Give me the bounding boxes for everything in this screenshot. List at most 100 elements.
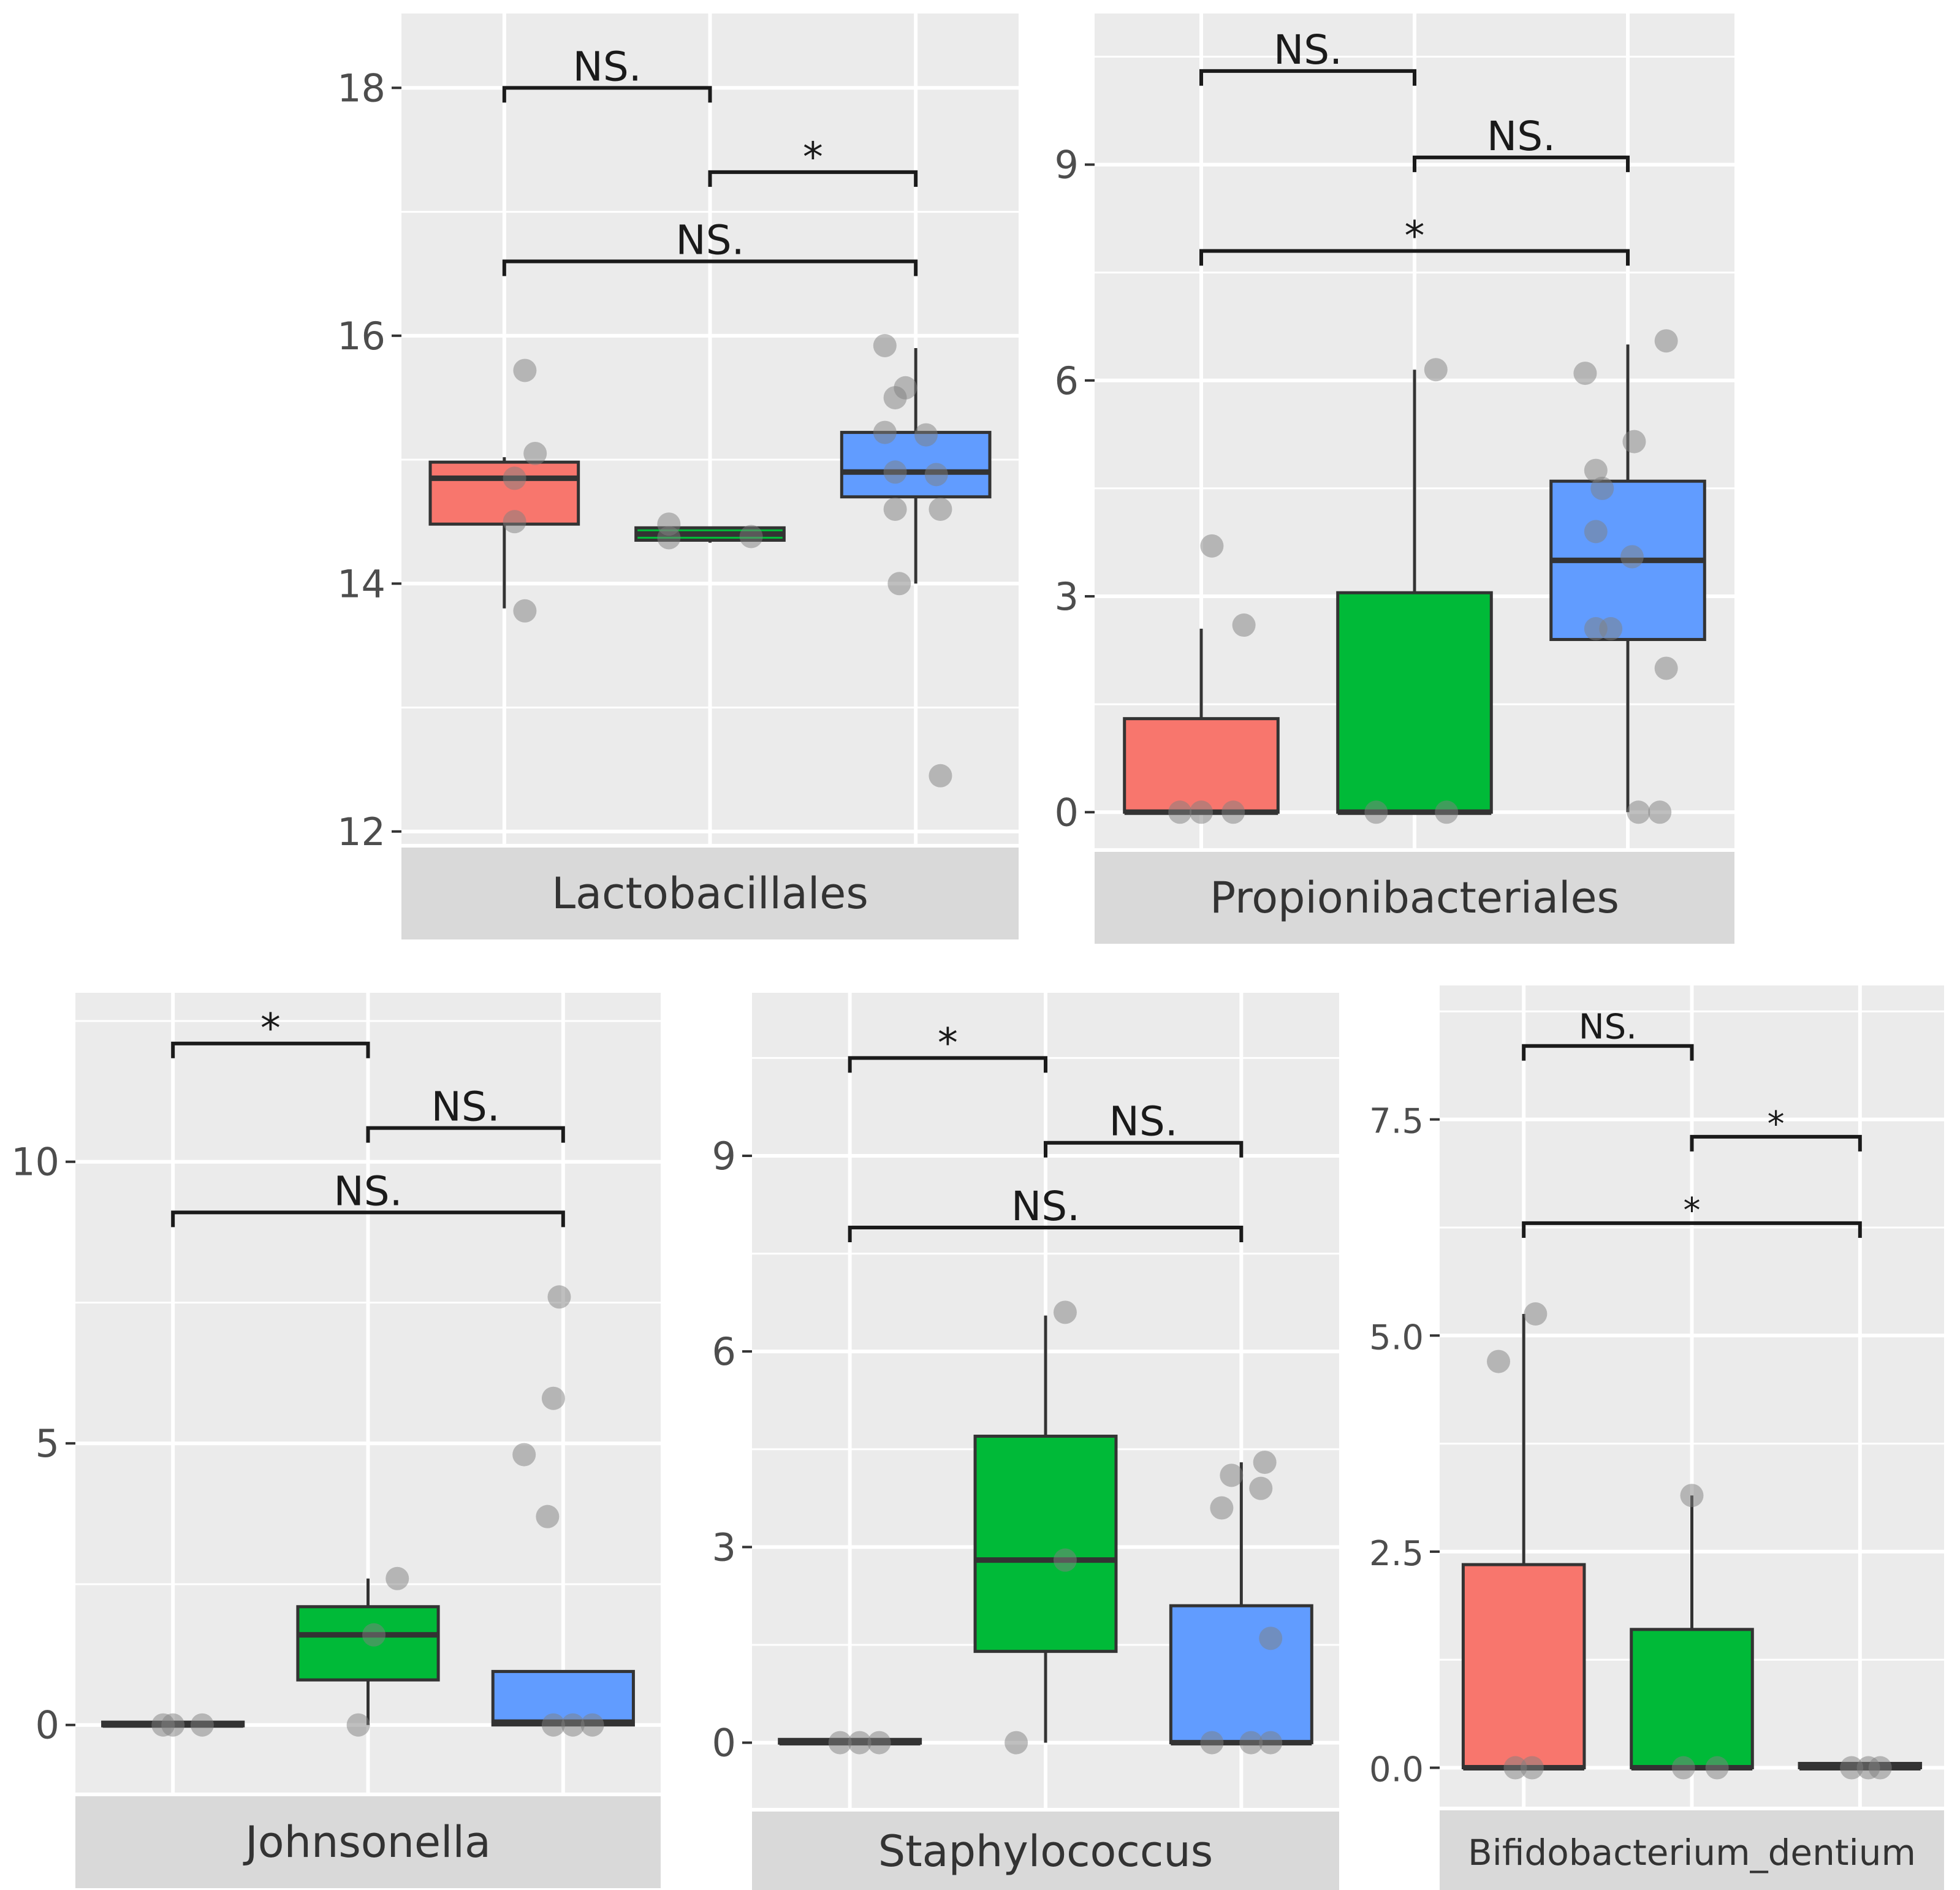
box-iqr bbox=[1461, 1563, 1586, 1770]
data-point bbox=[1840, 1756, 1864, 1780]
panel-2: 0 3 6 9 NS. NS. * Propionibacteriales bbox=[1055, 13, 1734, 944]
data-point bbox=[1190, 800, 1213, 824]
significance-bracket bbox=[171, 1041, 370, 1058]
facet-title: Staphylococcus bbox=[878, 1826, 1213, 1877]
data-point bbox=[1654, 329, 1678, 353]
data-point bbox=[536, 1505, 560, 1528]
data-point bbox=[1584, 458, 1608, 482]
data-point bbox=[513, 599, 537, 623]
data-point bbox=[828, 1731, 852, 1755]
data-point bbox=[657, 526, 681, 550]
significance-label: NS. bbox=[573, 43, 642, 90]
facet-strip bbox=[75, 1796, 661, 1888]
y-tick-label: 6 bbox=[1055, 359, 1079, 403]
significance-bracket bbox=[1044, 1140, 1244, 1158]
data-point bbox=[503, 510, 526, 534]
data-point bbox=[1232, 613, 1256, 637]
significance-bracket bbox=[848, 1056, 1047, 1073]
data-point bbox=[561, 1713, 585, 1737]
facet-title: Bifidobacterium_dentium bbox=[1468, 1832, 1916, 1873]
box-iqr bbox=[840, 431, 992, 499]
significance-bracket bbox=[502, 86, 712, 103]
data-point bbox=[848, 1731, 872, 1755]
y-tick-label: 0 bbox=[712, 1721, 736, 1766]
box-iqr bbox=[1630, 1628, 1754, 1770]
data-point bbox=[929, 764, 952, 788]
data-point bbox=[929, 497, 952, 521]
significance-bracket bbox=[502, 259, 918, 276]
data-point bbox=[1259, 1626, 1283, 1650]
box-group3 bbox=[840, 348, 992, 584]
box-iqr bbox=[428, 460, 580, 526]
y-tick-label: 7.5 bbox=[1369, 1102, 1424, 1142]
facet-title: Propionibacteriales bbox=[1210, 873, 1619, 923]
data-point bbox=[1671, 1756, 1695, 1780]
y-tick-label: 0.0 bbox=[1369, 1750, 1424, 1790]
box-group3 bbox=[1169, 1462, 1313, 1746]
data-point bbox=[883, 385, 907, 409]
y-tick-label: 14 bbox=[337, 561, 386, 606]
data-point bbox=[580, 1713, 604, 1737]
data-point bbox=[1648, 800, 1672, 824]
significance-label: * bbox=[1684, 1191, 1701, 1231]
y-tick-label: 16 bbox=[337, 314, 386, 359]
box-iqr bbox=[1336, 591, 1493, 814]
box-iqr bbox=[1169, 1604, 1313, 1745]
data-point bbox=[1680, 1484, 1704, 1508]
significance-label: NS. bbox=[1579, 1008, 1637, 1047]
data-point bbox=[1654, 656, 1678, 680]
data-point bbox=[924, 463, 948, 487]
data-point bbox=[1622, 430, 1646, 454]
significance-bracket bbox=[848, 1226, 1244, 1243]
significance-bracket bbox=[1199, 249, 1630, 266]
data-point bbox=[346, 1713, 370, 1737]
y-tick-label: 3 bbox=[1055, 574, 1079, 619]
significance-label: NS. bbox=[1487, 113, 1555, 160]
box-iqr bbox=[1123, 717, 1280, 814]
data-point bbox=[1168, 800, 1192, 824]
data-point bbox=[1053, 1300, 1077, 1324]
data-point bbox=[547, 1285, 571, 1309]
data-point bbox=[161, 1713, 185, 1737]
significance-bracket bbox=[1199, 69, 1416, 86]
panel-5: 0.0 2.5 5.0 7.5 NS. * * Bifidobacterium_dentium bbox=[1369, 985, 1944, 1890]
facet-title: Lactobacillales bbox=[552, 868, 868, 919]
data-point bbox=[1220, 1463, 1244, 1487]
data-point bbox=[513, 359, 537, 382]
significance-bracket bbox=[1413, 155, 1630, 172]
data-point bbox=[1573, 362, 1597, 385]
data-point bbox=[1249, 1476, 1273, 1500]
y-tick-label: 3 bbox=[712, 1525, 736, 1569]
facet-strip bbox=[1095, 852, 1734, 944]
significance-label: * bbox=[1405, 212, 1425, 259]
y-tick-label: 12 bbox=[337, 810, 386, 854]
data-point bbox=[1239, 1731, 1263, 1755]
box-group2 bbox=[973, 1315, 1118, 1743]
data-point bbox=[1210, 1496, 1234, 1520]
data-point bbox=[1487, 1349, 1511, 1373]
significance-label: NS. bbox=[1109, 1098, 1178, 1145]
facet-strip bbox=[401, 848, 1019, 939]
data-point bbox=[1005, 1731, 1028, 1755]
data-point bbox=[1584, 520, 1608, 544]
box-iqr bbox=[973, 1435, 1118, 1653]
y-tick-label: 18 bbox=[337, 66, 386, 110]
data-point bbox=[1259, 1731, 1283, 1755]
y-tick-label: 10 bbox=[11, 1140, 59, 1185]
data-point bbox=[1524, 1302, 1548, 1326]
data-point bbox=[1627, 800, 1650, 824]
data-point bbox=[873, 420, 897, 444]
data-point bbox=[1200, 534, 1224, 558]
significance-bracket bbox=[708, 170, 918, 187]
y-tick-label: 5.0 bbox=[1369, 1318, 1424, 1357]
data-point bbox=[1435, 800, 1459, 824]
significance-label: * bbox=[260, 1005, 281, 1052]
significance-label: * bbox=[1768, 1104, 1785, 1144]
significance-label: NS. bbox=[333, 1167, 402, 1215]
y-tick-label: 0 bbox=[1055, 790, 1079, 835]
significance-label: NS. bbox=[431, 1084, 500, 1131]
data-point bbox=[386, 1566, 409, 1590]
y-tick-label: 9 bbox=[712, 1134, 736, 1178]
significance-label: NS. bbox=[1011, 1183, 1080, 1230]
